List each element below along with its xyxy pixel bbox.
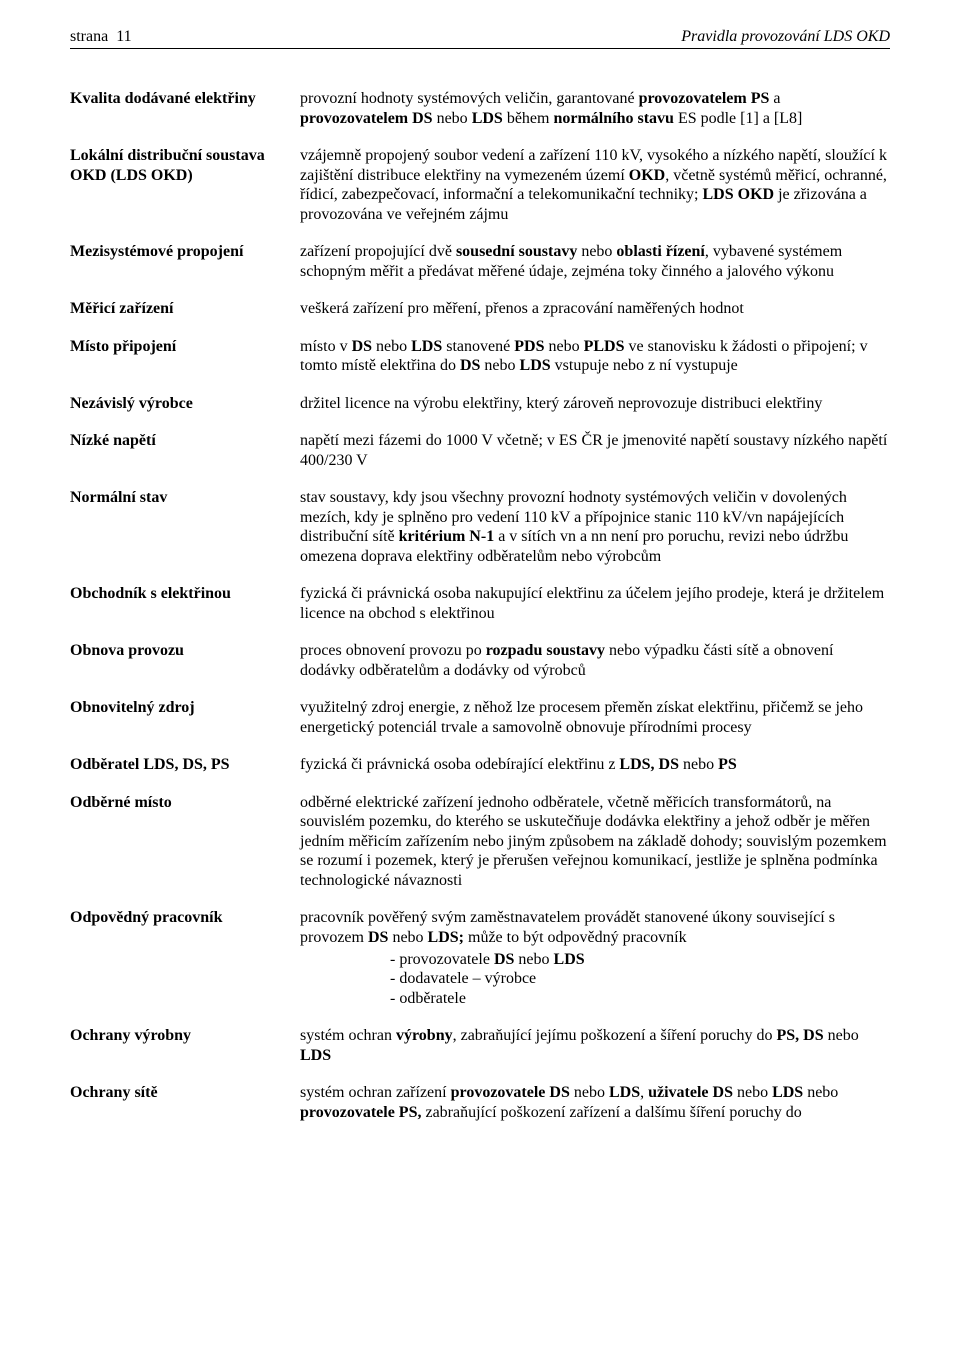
definition-term: Nezávislý výrobce: [70, 394, 300, 414]
definition-description: fyzická či právnická osoba odebírající e…: [300, 755, 890, 775]
definition-term: Lokální distribuční soustava OKD (LDS OK…: [70, 146, 300, 224]
definition-description: napětí mezi fázemi do 1000 V včetně; v E…: [300, 431, 890, 470]
definition-term: Obchodník s elektřinou: [70, 584, 300, 623]
definition-description: odběrné elektrické zařízení jednoho odbě…: [300, 793, 890, 891]
definition-term: Normální stav: [70, 488, 300, 566]
definition-description: držitel licence na výrobu elektřiny, kte…: [300, 394, 890, 414]
definition-row: Měřicí zařízeníveškerá zařízení pro měře…: [70, 299, 890, 319]
page-header: strana 11 Pravidla provozování LDS OKD: [70, 28, 890, 49]
definition-row: Nezávislý výrobcedržitel licence na výro…: [70, 394, 890, 414]
definition-term: Ochrany výrobny: [70, 1026, 300, 1065]
definition-term: Nízké napětí: [70, 431, 300, 470]
definition-description: zařízení propojující dvě sousední sousta…: [300, 242, 890, 281]
definition-term: Odběrné místo: [70, 793, 300, 891]
definition-term: Obnova provozu: [70, 641, 300, 680]
definition-term: Odpovědný pracovník: [70, 908, 300, 1008]
definition-row: Nízké napětínapětí mezi fázemi do 1000 V…: [70, 431, 890, 470]
definition-description: proces obnovení provozu po rozpadu soust…: [300, 641, 890, 680]
definition-description: stav soustavy, kdy jsou všechny provozní…: [300, 488, 890, 566]
definition-row: Ochrany výrobnysystém ochran výrobny, za…: [70, 1026, 890, 1065]
definition-row: Mezisystémové propojenízařízení propojuj…: [70, 242, 890, 281]
definition-row: Normální stavstav soustavy, kdy jsou vše…: [70, 488, 890, 566]
definition-term: Odběratel LDS, DS, PS: [70, 755, 300, 775]
definition-row: Obchodník s elektřinoufyzická či právnic…: [70, 584, 890, 623]
definition-description: místo v DS nebo LDS stanovené PDS nebo P…: [300, 337, 890, 376]
definition-term: Ochrany sítě: [70, 1083, 300, 1122]
definition-term: Místo připojení: [70, 337, 300, 376]
definition-description: systém ochran výrobny, zabraňující jejím…: [300, 1026, 890, 1065]
definition-description: pracovník pověřený svým zaměstnavatelem …: [300, 908, 890, 1008]
definition-term: Měřicí zařízení: [70, 299, 300, 319]
document-page: strana 11 Pravidla provozování LDS OKD K…: [0, 0, 960, 1122]
definition-row: Odběrné místoodběrné elektrické zařízení…: [70, 793, 890, 891]
definition-row: Obnovitelný zdrojvyužitelný zdroj energi…: [70, 698, 890, 737]
definition-description: využitelný zdroj energie, z něhož lze pr…: [300, 698, 890, 737]
definition-description: fyzická či právnická osoba nakupující el…: [300, 584, 890, 623]
page-label: strana: [70, 28, 108, 45]
definition-row: Obnova provozuproces obnovení provozu po…: [70, 641, 890, 680]
definition-row: Kvalita dodávané elektřinyprovozní hodno…: [70, 89, 890, 128]
definition-term: Mezisystémové propojení: [70, 242, 300, 281]
definition-row: Ochrany sítěsystém ochran zařízení provo…: [70, 1083, 890, 1122]
page-number-block: strana 11: [70, 28, 132, 46]
definition-description: systém ochran zařízení provozovatele DS …: [300, 1083, 890, 1122]
definition-row: Odběratel LDS, DS, PSfyzická či právnick…: [70, 755, 890, 775]
definition-description: veškerá zařízení pro měření, přenos a zp…: [300, 299, 890, 319]
definition-description: provozní hodnoty systémových veličin, ga…: [300, 89, 890, 128]
definition-row: Lokální distribuční soustava OKD (LDS OK…: [70, 146, 890, 224]
page-number: 11: [116, 28, 131, 45]
definition-term: Kvalita dodávané elektřiny: [70, 89, 300, 128]
definition-row: Místo připojenímísto v DS nebo LDS stano…: [70, 337, 890, 376]
definition-description: vzájemně propojený soubor vedení a zaříz…: [300, 146, 890, 224]
definition-row: Odpovědný pracovníkpracovník pověřený sv…: [70, 908, 890, 1008]
definition-term: Obnovitelný zdroj: [70, 698, 300, 737]
definitions-list: Kvalita dodávané elektřinyprovozní hodno…: [70, 89, 890, 1122]
document-title: Pravidla provozování LDS OKD: [681, 28, 890, 46]
